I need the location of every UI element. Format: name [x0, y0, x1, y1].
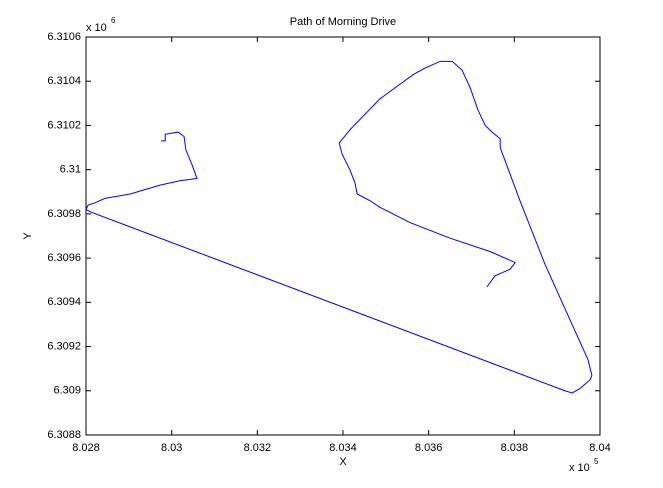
x-axis-label: X — [339, 456, 347, 468]
x-tick-label: 8.034 — [329, 442, 357, 454]
y-tick-label: 6.3104 — [47, 75, 81, 87]
y-multiplier: x 10 — [86, 22, 107, 34]
y-tick-label: 6.3106 — [47, 31, 81, 43]
x-exponent: 5 — [594, 457, 599, 466]
y-axis-label: Y — [22, 232, 34, 240]
y-tick-label: 6.3096 — [47, 252, 81, 264]
x-multiplier: x 10 — [569, 462, 590, 474]
data-line — [85, 60, 593, 394]
y-tick-label: 6.31 — [60, 164, 81, 176]
x-tick-label: 8.032 — [244, 442, 272, 454]
y-tick-label: 6.3102 — [47, 119, 81, 131]
x-tick-label: 8.036 — [415, 442, 443, 454]
plot-area — [85, 36, 601, 436]
x-tick-label: 8.038 — [501, 442, 529, 454]
x-tick-label: 8.028 — [72, 442, 100, 454]
y-exponent: 6 — [111, 16, 116, 25]
y-tick-label: 6.3088 — [47, 429, 81, 441]
y-tick-label: 6.3098 — [47, 208, 81, 220]
x-tick-label: 8.04 — [589, 442, 610, 454]
y-tick-label: 6.3092 — [47, 340, 81, 352]
y-tick-label: 6.3094 — [47, 296, 81, 308]
chart-title: Path of Morning Drive — [290, 16, 396, 28]
y-tick-label: 6.309 — [53, 385, 81, 397]
x-tick-label: 8.03 — [161, 442, 182, 454]
